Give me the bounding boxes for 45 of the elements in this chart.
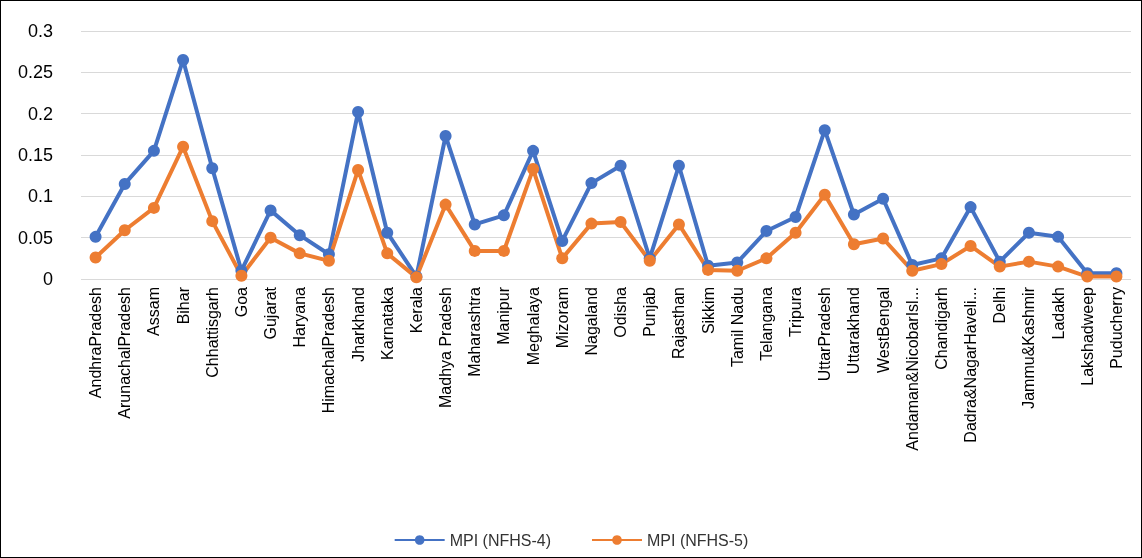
x-tick-label: Odisha	[612, 286, 630, 338]
y-tick-label: 0.2	[27, 103, 53, 124]
x-tick-label: Uttarakhand	[845, 287, 863, 375]
y-tick-label: 0.05	[17, 227, 53, 248]
legend-label: MPI (NFHS-5)	[647, 531, 749, 549]
x-tick-label: Tripura	[787, 286, 805, 338]
x-tick-label: Assam	[145, 287, 163, 336]
x-tick-label: Maharashtra	[466, 286, 484, 377]
x-tick-label: Nagaland	[582, 287, 600, 356]
x-tick-label: Haryana	[291, 286, 309, 348]
x-tick-label: Puducherry	[1107, 287, 1125, 369]
x-tick-label: Goa	[232, 286, 250, 318]
legend-label: MPI (NFHS-4)	[449, 531, 551, 549]
y-tick-label: 0.3	[27, 21, 53, 41]
x-tick-label: Kerala	[407, 286, 425, 334]
y-tick-label: 0.25	[17, 62, 53, 83]
x-tick-label: Andaman&NicobarIsl...	[903, 287, 921, 451]
x-tick-label: Tamil Nadu	[728, 287, 746, 368]
x-tick-label: Rajasthan	[670, 287, 688, 360]
x-tick-label: Jharkhand	[349, 287, 367, 362]
x-tick-label: Delhi	[991, 287, 1009, 324]
x-tick-label: Punjab	[641, 286, 659, 337]
x-tick-label: Karnataka	[378, 286, 396, 360]
x-tick-label: Manipur	[495, 286, 513, 345]
x-tick-label: Chandigarh	[932, 287, 950, 370]
x-tick-label: Telangana	[757, 286, 775, 361]
y-tick-label: 0.15	[17, 145, 53, 165]
x-tick-label: Ladakh	[1049, 287, 1067, 340]
x-tick-label: HimachalPradesh	[320, 287, 338, 414]
x-tick-label: Dadra&NagarHaveli...	[962, 287, 980, 443]
x-tick-label: Bihar	[174, 286, 192, 325]
y-tick-label: 0.1	[27, 186, 53, 207]
x-tick-label: Lakshadweep	[1078, 286, 1096, 386]
x-tick-label: ArunachalPradesh	[116, 287, 134, 419]
x-tick-label: Sikkim	[699, 287, 717, 335]
x-tick-label: Meghalaya	[524, 286, 542, 366]
x-tick-label: Chhattisgarh	[203, 287, 221, 378]
x-tick-label: Jammu&Kashmir	[1020, 286, 1038, 409]
x-tick-label: UttarPradesh	[816, 287, 834, 382]
y-tick-label: 0	[42, 269, 53, 289]
x-tick-label: AndhraPradesh	[87, 287, 105, 399]
x-tick-label: Gujarat	[262, 286, 280, 340]
x-tick-label: Madhya Pradesh	[437, 287, 455, 408]
x-tick-label: WestBengal	[874, 287, 892, 373]
x-tick-label: Mizoram	[553, 287, 571, 349]
